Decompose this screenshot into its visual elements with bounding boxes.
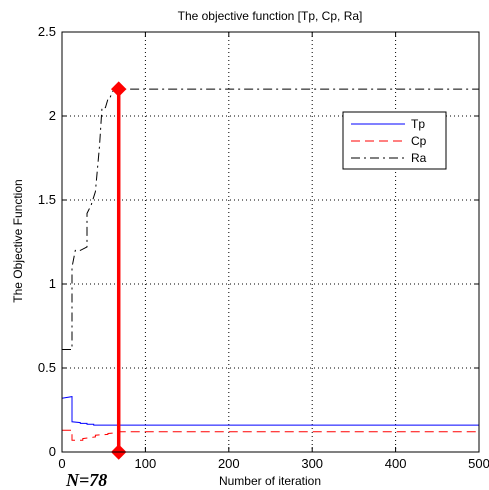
legend: Tp Cp Ra [342, 111, 447, 170]
x-tick-label: 0 [58, 456, 65, 471]
y-tick-label: 0.5 [38, 360, 56, 375]
grid [62, 32, 479, 452]
y-tick-label: 2 [49, 108, 56, 123]
legend-label-ra: Ra [411, 151, 427, 165]
marker-layer [111, 81, 127, 460]
axis-ticks: 0 100 200 300 400 500 0 0.5 1 1.5 2 2.5 [38, 24, 489, 471]
x-tick-label: 100 [135, 456, 157, 471]
x-tick-label: 400 [385, 456, 407, 471]
x-tick-label: 500 [468, 456, 489, 471]
y-tick-label: 2.5 [38, 24, 56, 39]
y-axis-title: The Objective Function [11, 179, 25, 302]
annotation-n: N=78 [65, 470, 107, 490]
chart-title: The objective function [Tp, Cp, Ra] [178, 9, 363, 23]
legend-label-cp: Cp [411, 134, 427, 148]
x-tick-label: 300 [301, 456, 323, 471]
y-tick-label: 0 [49, 444, 56, 459]
series-line-tp [61, 396, 479, 426]
series-line-cp [62, 429, 479, 441]
x-tick-label: 200 [218, 456, 240, 471]
y-tick-label: 1 [49, 276, 56, 291]
plot-frame [61, 31, 480, 453]
marker-top-diamond [111, 81, 127, 97]
y-tick-label: 1.5 [38, 192, 56, 207]
legend-label-tp: Tp [411, 117, 425, 131]
x-axis-title: Number of iteration [219, 474, 321, 488]
